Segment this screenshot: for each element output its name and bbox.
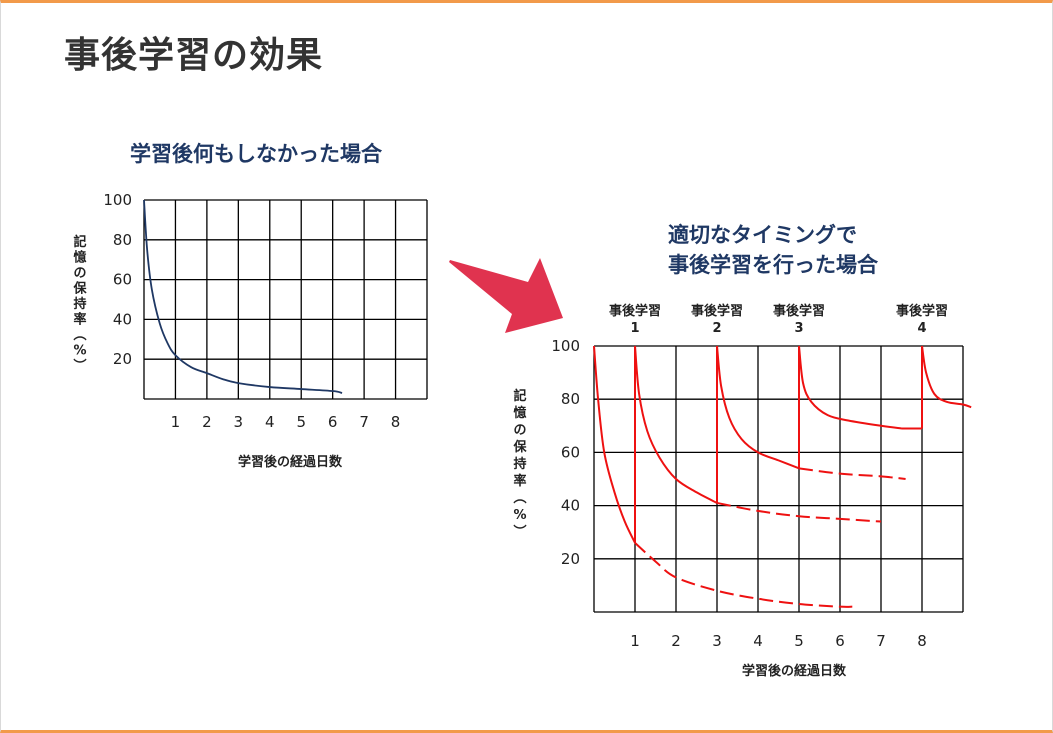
x-tick-label: 8	[391, 413, 401, 431]
annotation-label: 事後学習 1	[609, 303, 661, 336]
annotation-label: 事後学習 4	[896, 303, 948, 336]
y-tick-label: 100	[551, 337, 580, 355]
x-tick-label: 4	[265, 413, 275, 431]
x-tick-label: 6	[835, 632, 845, 650]
series-line	[593, 345, 636, 544]
x-axis-label: 学習後の経過日数	[742, 663, 847, 679]
x-tick-label: 2	[671, 632, 681, 650]
y-tick-label: 20	[561, 550, 580, 568]
y-tick-label: 80	[561, 390, 580, 408]
series-line-dashed	[798, 467, 906, 480]
y-tick-label: 80	[113, 231, 132, 249]
series-line	[634, 345, 718, 504]
chart-left: 1 2 3 4 5 6 7 8 20 40 60 80 100 学習後の経過日数 記憶の保持率︵% ︶	[72, 191, 428, 470]
x-tick-label: 4	[753, 632, 763, 650]
x-axis-label: 学習後の経過日数	[238, 454, 343, 470]
x-tick-label: 1	[171, 413, 181, 431]
x-tick-label: 1	[630, 632, 640, 650]
y-tick-label: 20	[113, 350, 132, 368]
x-tick-label: 5	[794, 632, 804, 650]
series-line-dashed	[634, 542, 853, 608]
arrow-right-icon	[449, 258, 563, 333]
y-tick-label: 40	[113, 310, 132, 328]
series-line	[716, 345, 800, 470]
x-tick-label: 7	[876, 632, 886, 650]
x-tick-label: 3	[712, 632, 722, 650]
y-axis-label: 記憶の保持率︵% ︶	[72, 234, 87, 374]
x-tick-label: 8	[917, 632, 927, 650]
series-line	[143, 199, 343, 394]
x-tick-label: 6	[328, 413, 338, 431]
x-tick-label: 3	[234, 413, 244, 431]
series-line-dashed	[716, 501, 882, 523]
chart-right-title: 適切なタイミングで 事後学習を行った場合	[668, 220, 878, 280]
annotation-label: 事後学習 2	[691, 303, 743, 336]
x-tick-label: 7	[359, 413, 369, 431]
y-tick-label: 100	[103, 191, 132, 209]
x-tick-label: 5	[296, 413, 306, 431]
slide-title: 事後学習の効果	[64, 35, 324, 76]
x-tick-label: 2	[202, 413, 212, 431]
series-line	[798, 345, 902, 430]
y-tick-label: 40	[561, 497, 580, 515]
chart-right-title-line: 事後学習を行った場合	[668, 253, 878, 277]
annotation-label: 事後学習 3	[773, 303, 825, 336]
chart-left-title: 学習後何もしなかった場合	[130, 142, 382, 166]
y-axis-label: 記憶の保持率︵% ︶	[512, 388, 527, 540]
chart-right: 1 2 3 4 5 6 7 8 20 40 60 80 100 学習後の経過日数 記憶の保持率︵% ︶ 事後学習…	[512, 303, 972, 679]
y-tick-label: 60	[561, 443, 580, 461]
chart-right-title-line: 適切なタイミングで	[668, 223, 857, 247]
y-tick-label: 60	[113, 271, 132, 289]
series-line	[921, 345, 972, 409]
